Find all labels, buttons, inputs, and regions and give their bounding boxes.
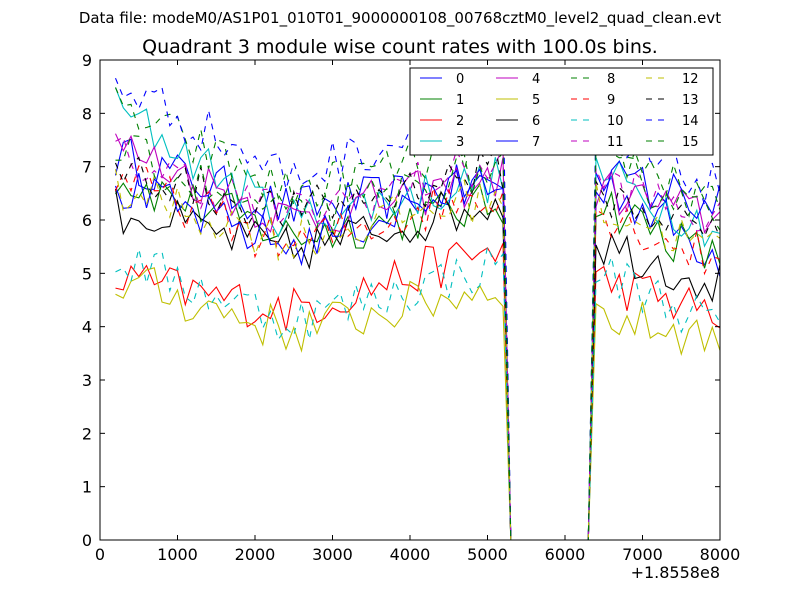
- series-line-13: [114, 143, 721, 541]
- series-line-12: [114, 169, 721, 541]
- series-line-1: [115, 180, 721, 541]
- y-tick-label: 5: [82, 264, 92, 283]
- legend-label-15: 15: [682, 135, 699, 150]
- series-line-15: [115, 135, 721, 541]
- y-tick-label: 2: [82, 424, 92, 443]
- legend-label-2: 2: [456, 114, 464, 129]
- x-tick-label: 4000: [390, 545, 431, 564]
- legend-label-6: 6: [532, 114, 540, 129]
- series-line-11: [115, 136, 721, 541]
- legend-label-13: 13: [682, 93, 699, 108]
- series-line-5: [115, 267, 721, 541]
- legend-label-0: 0: [456, 72, 464, 87]
- legend-label-14: 14: [682, 114, 699, 129]
- x-tick-label: 8000: [700, 545, 741, 564]
- legend-label-9: 9: [607, 93, 615, 108]
- legend-label-4: 4: [532, 72, 540, 87]
- series-layer: [114, 77, 721, 541]
- x-tick-label: 1000: [157, 545, 198, 564]
- chart-title: Quadrant 3 module wise count rates with …: [142, 36, 658, 58]
- series-line-4: [114, 133, 721, 541]
- y-tick-label: 3: [82, 371, 92, 390]
- y-tick-label: 9: [82, 51, 92, 70]
- legend-label-5: 5: [532, 93, 540, 108]
- axes-layer: 0 1000 2000 3000 4000 5000 6000 7000 80000123456…: [82, 51, 741, 564]
- x-tick-label: 2000: [235, 545, 276, 564]
- series-line-7: [114, 160, 721, 541]
- legend-label-12: 12: [682, 72, 699, 87]
- figure-suptitle: Data file: modeM0/AS1P01_010T01_90000001…: [78, 9, 722, 27]
- x-tick-label: 7000: [622, 545, 663, 564]
- y-tick-label: 6: [82, 211, 92, 230]
- series-line-6: [114, 188, 721, 541]
- x-offset-label: +1.8558e8: [631, 563, 720, 582]
- x-tick-label: 0: [95, 545, 105, 564]
- x-tick-label: 3000: [312, 545, 353, 564]
- legend-label-3: 3: [456, 135, 464, 150]
- series-line-10: [115, 244, 721, 541]
- y-tick-label: 7: [82, 158, 92, 177]
- legend-label-1: 1: [456, 93, 464, 108]
- x-tick-label: 5000: [467, 545, 508, 564]
- legend-label-8: 8: [607, 72, 615, 87]
- y-tick-label: 1: [82, 478, 92, 497]
- x-tick-label: 6000: [545, 545, 586, 564]
- series-line-2: [115, 241, 721, 541]
- legend-label-11: 11: [607, 135, 624, 150]
- legend-label-10: 10: [607, 114, 624, 129]
- y-tick-label: 4: [82, 318, 92, 337]
- legend-label-7: 7: [532, 135, 540, 150]
- y-tick-label: 8: [82, 104, 92, 123]
- y-tick-label: 0: [82, 531, 92, 550]
